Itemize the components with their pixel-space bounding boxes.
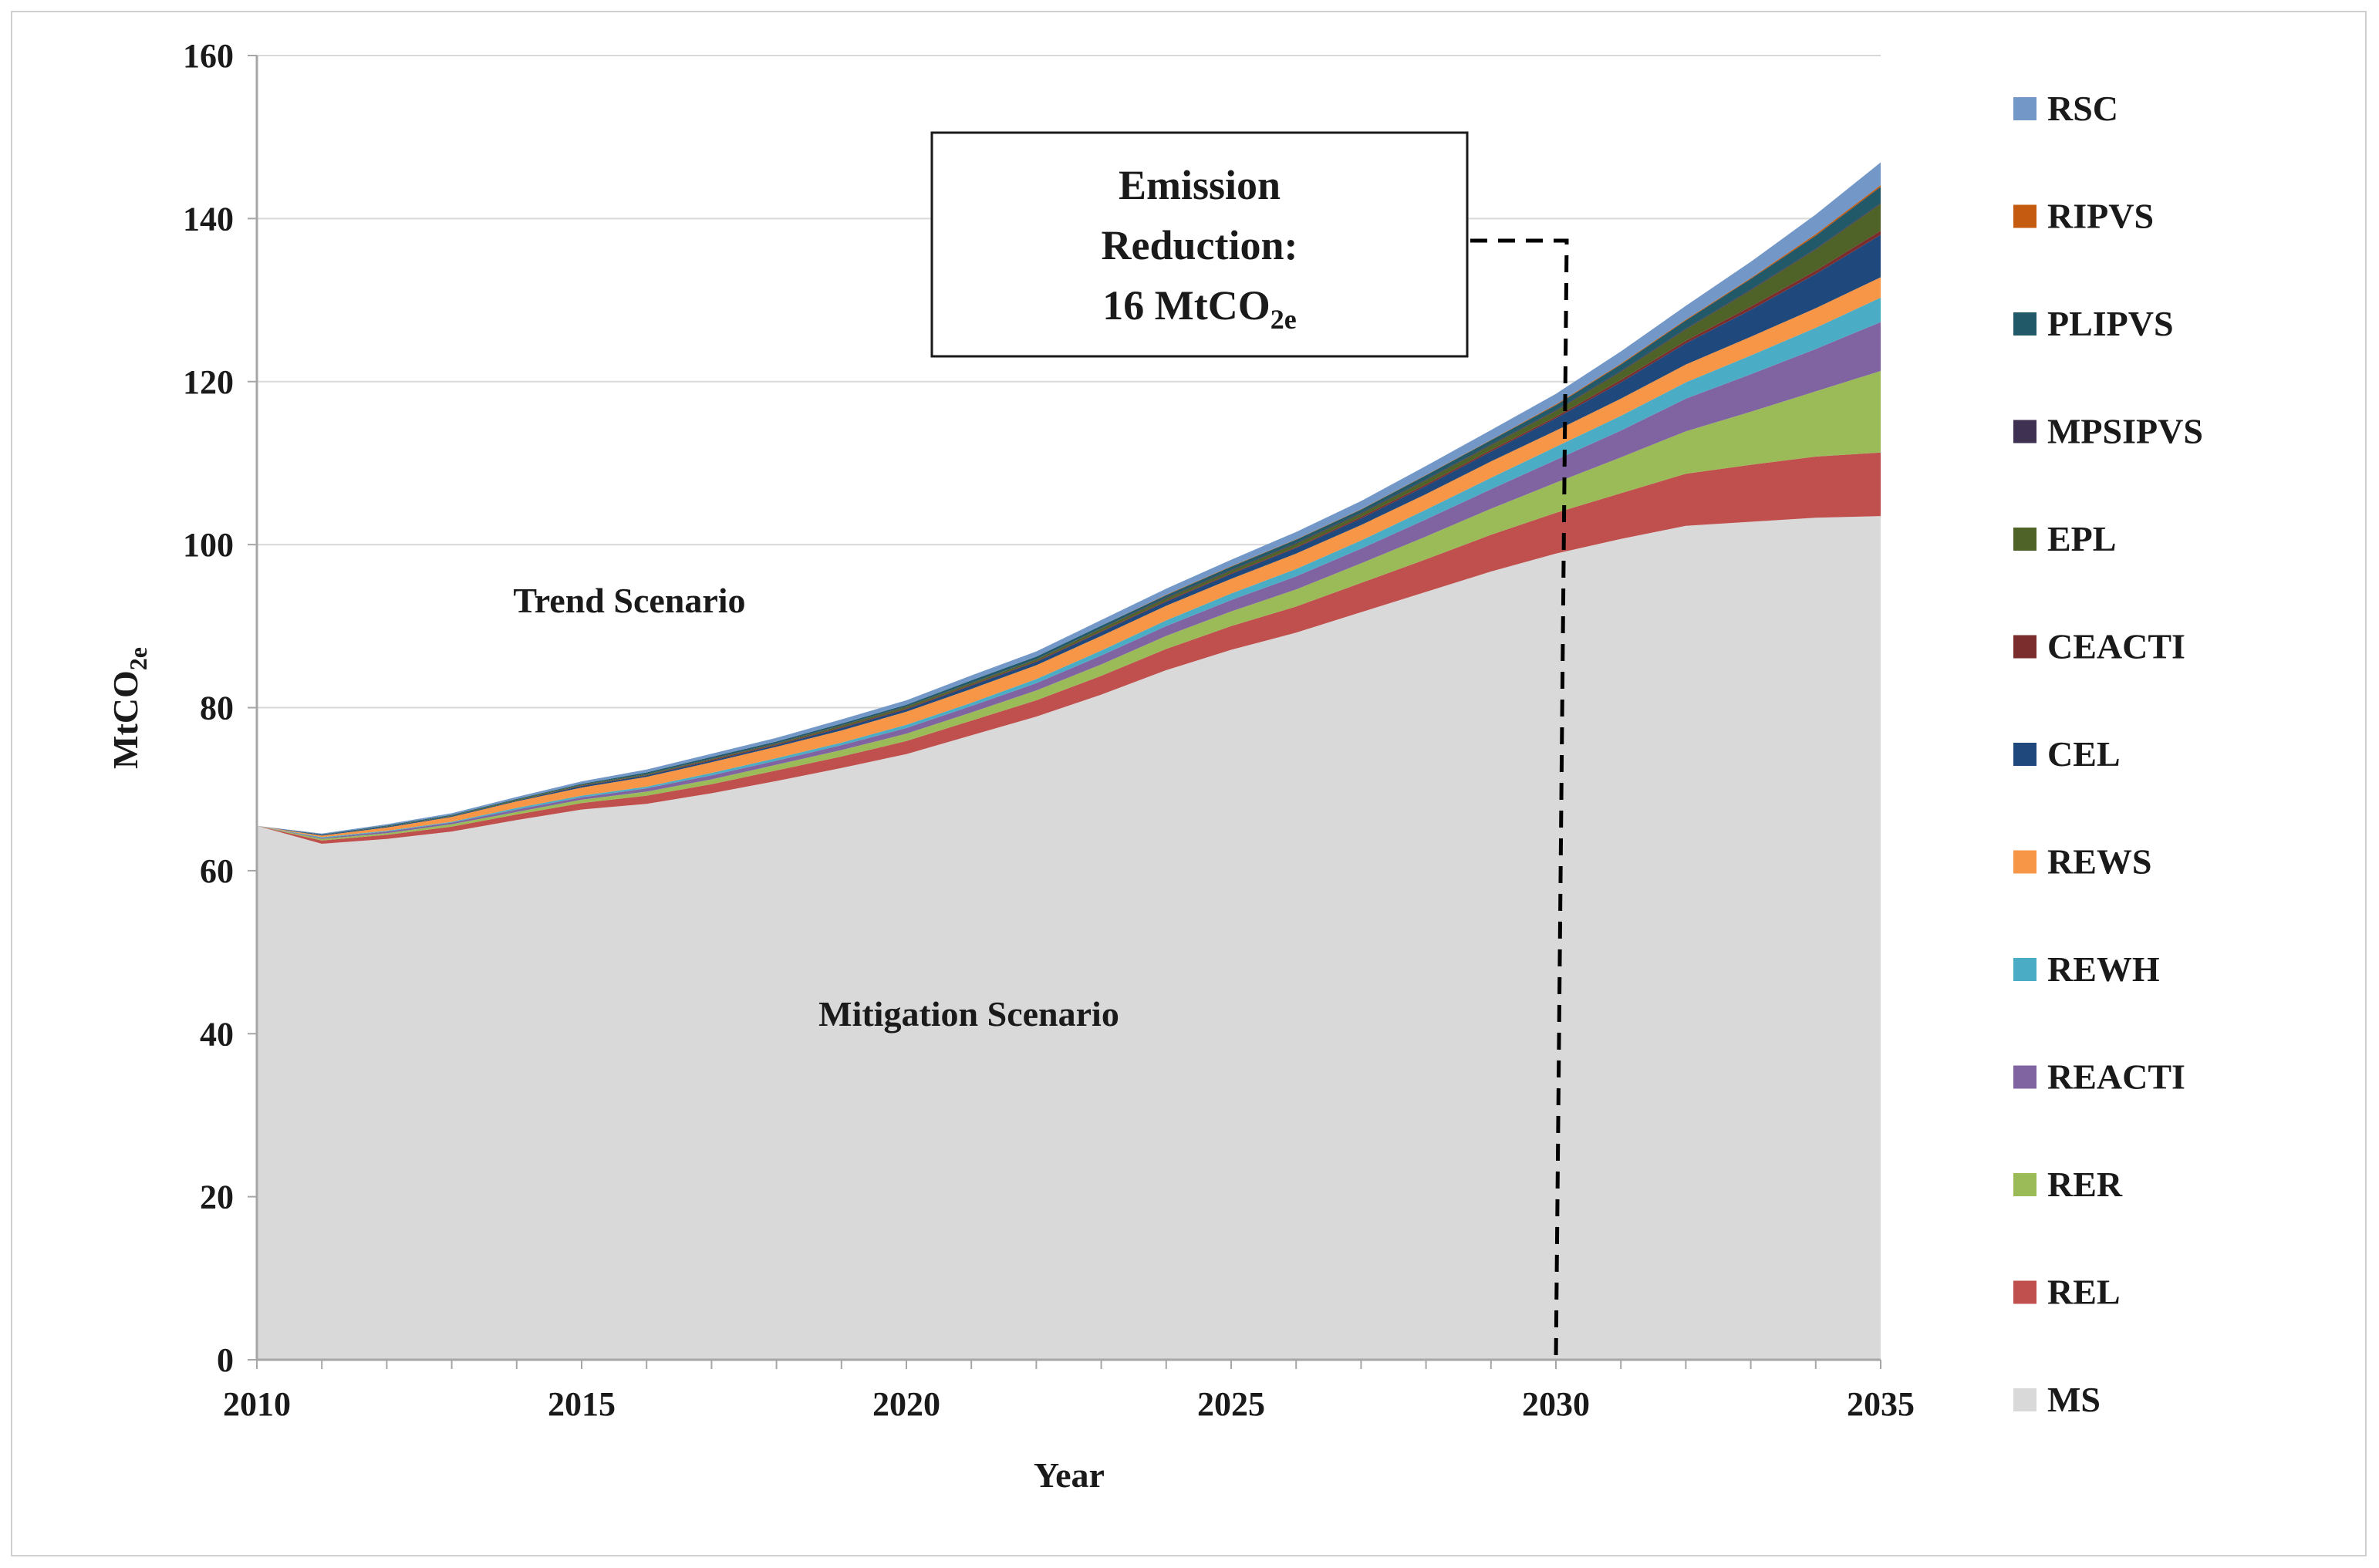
annotation-line-3-main: 16 MtCO — [1102, 282, 1270, 329]
area-series — [257, 162, 1881, 1360]
legend-label-ripvs: RIPVS — [2047, 197, 2154, 236]
legend-label-plipvs: PLIPVS — [2047, 304, 2174, 343]
legend-label-rer: RER — [2047, 1165, 2123, 1204]
legend-swatch-cel — [2013, 743, 2036, 766]
legend-label-rewh: REWH — [2047, 949, 2160, 989]
emission-reduction-marker — [1470, 238, 1569, 1361]
annotation-line-3-subscript: 2e — [1270, 304, 1297, 335]
legend-swatch-rewh — [2013, 958, 2036, 981]
x-tick-label-2015: 2015 — [548, 1385, 616, 1423]
y-tick-label-0: 0 — [217, 1341, 234, 1379]
y-tick-label-160: 160 — [183, 37, 234, 75]
legend-swatch-ceacti — [2013, 635, 2036, 659]
legend-label-mpsipvs: MPSIPVS — [2047, 412, 2203, 451]
x-tick-label-2020: 2020 — [872, 1385, 940, 1423]
y-axis-title-main: MtCO — [106, 670, 145, 769]
legend-label-reacti: REACTI — [2047, 1057, 2185, 1097]
legend-swatch-reacti — [2013, 1065, 2036, 1089]
y-tick-label-20: 20 — [200, 1179, 234, 1216]
legend-swatch-rel — [2013, 1280, 2036, 1304]
y-tick-label-80: 80 — [200, 690, 234, 727]
tick-labels: 2010 2015 2020 2025 2030 2035 0 20 40 60 80 100 120 1… — [183, 37, 1915, 1423]
legend-swatch-epl — [2013, 528, 2036, 551]
legend-swatch-plipvs — [2013, 312, 2036, 336]
svg-text:MtCO2e: MtCO2e — [106, 647, 152, 769]
y-axis-title: MtCO2e — [106, 647, 152, 769]
y-tick-label-120: 120 — [183, 363, 234, 401]
annotation-box — [930, 131, 1469, 358]
y-tick-label-60: 60 — [200, 852, 234, 890]
legend-label-rews: REWS — [2047, 842, 2151, 882]
y-axis-title-subscript: 2e — [124, 647, 152, 670]
legend-swatch-ms — [2013, 1388, 2036, 1411]
reduction-dashed-line — [1470, 238, 1569, 1361]
legend-label-ceacti: CEACTI — [2047, 627, 2185, 666]
x-tick-label-2030: 2030 — [1522, 1385, 1590, 1423]
legend-label-rsc: RSC — [2047, 89, 2118, 128]
legend-swatch-rews — [2013, 850, 2036, 874]
annotation-line-2: Reduction: — [1102, 222, 1298, 268]
area-ms — [257, 516, 1881, 1360]
mitigation-scenario-label: Mitigation Scenario — [818, 994, 1119, 1034]
legend-swatch-rer — [2013, 1173, 2036, 1196]
legend-label-rel: REL — [2047, 1273, 2121, 1312]
x-tick-label-2035: 2035 — [1847, 1385, 1915, 1423]
trend-scenario-label: Trend Scenario — [513, 581, 745, 620]
y-tick-label-140: 140 — [183, 200, 234, 238]
x-axis-title: Year — [1034, 1455, 1105, 1495]
legend-label-ms: MS — [2047, 1380, 2101, 1419]
axes — [248, 55, 1881, 1369]
emission-reduction-box: Emission Reduction: 16 MtCO2e — [930, 131, 1469, 358]
y-tick-label-40: 40 — [200, 1015, 234, 1053]
annotation-line-1: Emission — [1119, 162, 1281, 208]
x-tick-label-2010: 2010 — [223, 1385, 291, 1423]
legend-label-epl: EPL — [2047, 519, 2116, 558]
y-tick-label-100: 100 — [183, 526, 234, 564]
legend: RSC RIPVS PLIPVS MPSIPVS EPL CEACTI CEL REWS REW… — [2013, 89, 2203, 1419]
legend-swatch-rsc — [2013, 97, 2036, 120]
legend-swatch-ripvs — [2013, 204, 2036, 228]
legend-label-cel: CEL — [2047, 734, 2121, 774]
x-tick-label-2025: 2025 — [1197, 1385, 1265, 1423]
annotation-line-3: 16 MtCO2e — [1102, 282, 1296, 335]
legend-swatch-mpsipvs — [2013, 420, 2036, 443]
area-rel — [257, 452, 1881, 844]
